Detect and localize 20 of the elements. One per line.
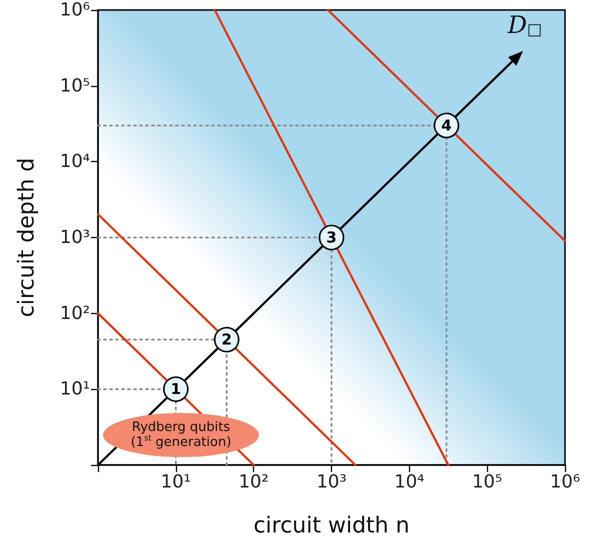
x-axis-title: circuit width n	[253, 514, 410, 538]
y-tick-label: 10³	[60, 227, 90, 248]
x-tick-label: 10²	[238, 472, 269, 492]
annotation: 1	[170, 380, 182, 398]
y-tick-label: 10⁶	[60, 0, 90, 20]
x-tick-label: 10³	[316, 472, 347, 492]
x-tick-label: 10⁶	[550, 472, 580, 492]
y-tick-label: 10²	[60, 302, 90, 324]
y-tick-label: 10¹	[60, 378, 90, 400]
annotation: D□	[506, 10, 542, 39]
y-tick-label: 10⁵	[60, 75, 90, 96]
x-tick-label: 10⁵	[472, 472, 502, 492]
annotation: Rydberg qubits (1$^{st}$ generation)	[130, 420, 232, 450]
annotation: 3	[326, 228, 337, 246]
x-tick-label: 10⁴	[394, 472, 424, 492]
annotation: 4	[441, 116, 452, 134]
y-axis-title: circuit depth d	[14, 158, 40, 318]
y-tick-label: 10⁴	[60, 151, 90, 172]
annotation: 2	[221, 330, 232, 349]
x-tick-label: 10¹	[160, 472, 191, 492]
